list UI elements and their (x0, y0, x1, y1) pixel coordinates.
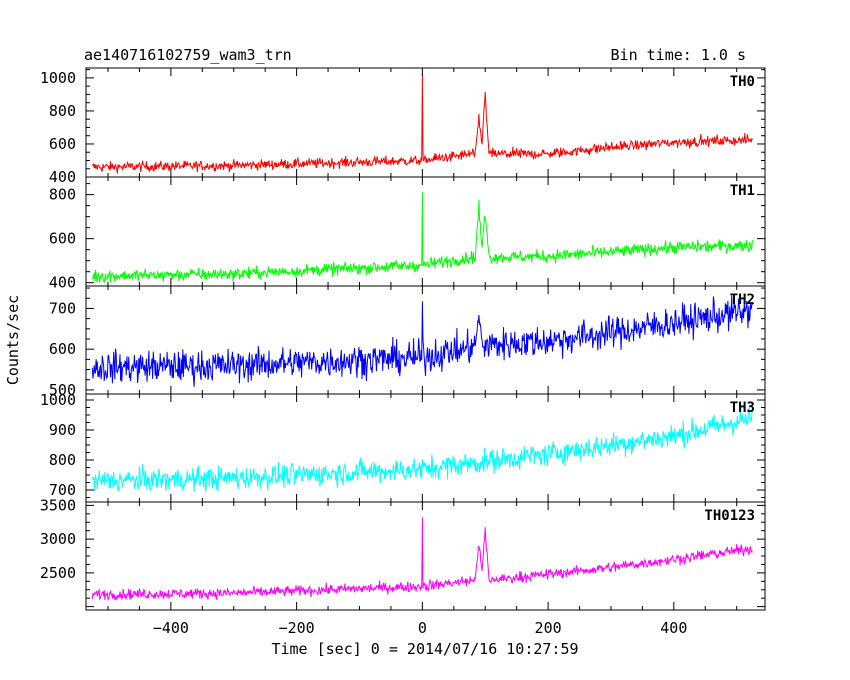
y-tick-label: 400 (49, 168, 76, 186)
series-line-th1 (91, 192, 753, 284)
x-tick-label: 400 (660, 619, 687, 637)
y-tick-label: 700 (49, 481, 76, 499)
figure-title: ae140716102759_wam3_trn (84, 46, 292, 64)
y-tick-label: 2500 (40, 564, 76, 582)
y-tick-label: 1000 (40, 69, 76, 87)
x-axis: −400 −200 0 200 400 (153, 619, 688, 637)
y-tick-label: 900 (49, 421, 76, 439)
panel-frame (85, 176, 766, 287)
x-tick-label: −200 (279, 619, 315, 637)
panel-th1: 400 600 800 TH1 (49, 176, 766, 292)
panel-label-th3: TH3 (730, 400, 755, 416)
series-line-th0 (91, 74, 753, 174)
y-tick-label: 700 (49, 299, 76, 317)
series-line-th2 (91, 295, 753, 387)
series-line-th0123 (91, 517, 753, 602)
y-tick-label: 1000 (40, 391, 76, 409)
panel-label-th2: TH2 (730, 292, 755, 308)
panel-frame (85, 285, 766, 395)
panel-th3: 700 800 900 1000 TH3 (40, 391, 766, 503)
y-tick-label: 3000 (40, 530, 76, 548)
y-tick-label: 400 (49, 274, 76, 292)
y-tick-label: 800 (49, 102, 76, 120)
panel-label-th1: TH1 (730, 183, 755, 199)
x-tick-label: 0 (418, 619, 427, 637)
y-tick-label: 600 (49, 230, 76, 248)
panel-th0: 400 600 800 1000 TH0 (40, 67, 766, 186)
series-line-th3 (91, 407, 753, 493)
x-tick-label: −400 (153, 619, 189, 637)
panel-stack: 400 600 800 1000 TH0 400 600 800 TH1 500 600 700 TH2… (40, 67, 766, 611)
panel-label-th0: TH0 (730, 74, 755, 90)
y-axis-label: Counts/sec (4, 295, 22, 385)
y-tick-label: 800 (49, 451, 76, 469)
x-axis-label: Time [sec] 0 = 2014/07/16 10:27:59 (271, 640, 578, 658)
panel-label-th0123: TH0123 (704, 508, 755, 524)
x-tick-label: 200 (535, 619, 562, 637)
panel-th0123: 2500 3000 3500 TH0123 (40, 496, 766, 611)
y-tick-label: 600 (49, 135, 76, 153)
y-tick-label: 3500 (40, 496, 76, 514)
bin-time-label: Bin time: 1.0 s (611, 46, 746, 64)
y-tick-label: 800 (49, 186, 76, 204)
panel-th2: 500 600 700 TH2 (49, 285, 766, 399)
y-tick-label: 600 (49, 340, 76, 358)
y-tick-label: 500 (49, 381, 76, 399)
panel-frame (85, 393, 766, 503)
